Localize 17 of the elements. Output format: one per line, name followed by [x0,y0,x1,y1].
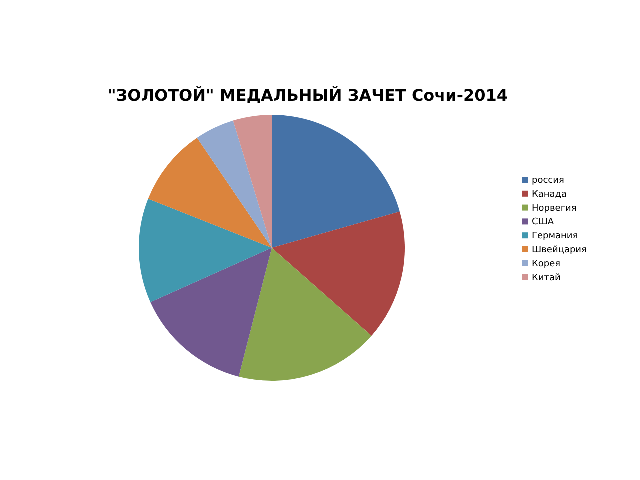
legend-label: Китай [532,273,561,284]
legend-label: Германия [532,232,578,242]
legend-label: россия [532,176,564,186]
legend-label: Корея [532,259,561,270]
pie-slice [148,138,272,248]
pie-slice [197,120,272,248]
pie-slice [272,115,400,248]
pie-slice [150,248,272,377]
chart-title: "ЗОЛОТОЙ" МЕДАЛЬНЫЙ ЗАЧЕТ Сочи-2014 [108,86,508,105]
pie-slice [233,115,272,248]
pie-slice [238,248,372,381]
legend-label: Норвегия [532,204,577,214]
pie-slice [139,199,272,302]
pie-slice [272,212,405,336]
legend-label: Канада [532,190,568,200]
legend-label: Швейцария [532,246,587,256]
legend-label: США [532,218,555,228]
